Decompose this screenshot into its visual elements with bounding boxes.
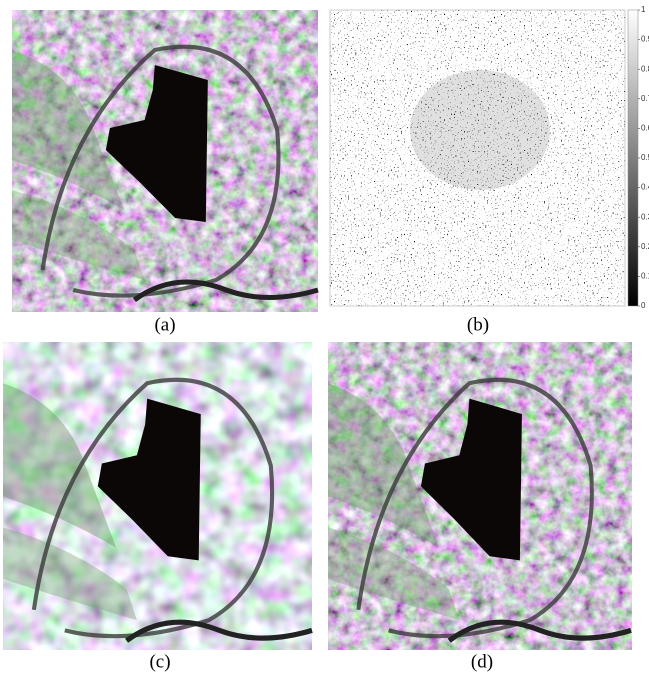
colorbar-tick-label: 1 bbox=[641, 5, 646, 14]
panel-c-image bbox=[3, 342, 312, 650]
colorbar bbox=[628, 10, 638, 306]
panel-label: (d) bbox=[471, 651, 493, 672]
colorbar-tick-label: 0.3 bbox=[641, 212, 649, 221]
colorbar-tick-label: 0.8 bbox=[641, 64, 649, 73]
panel-label: (c) bbox=[149, 651, 170, 672]
colorbar-ticks: 0 0.1 0.2 0.3 0.4 0.5 0.6 0.7 0.8 0.9 1 bbox=[638, 5, 649, 310]
figure: 0 0.1 0.2 0.3 0.4 0.5 0.6 0.7 0.8 0.9 1 (a) (b) (c… bbox=[0, 0, 649, 675]
colorbar-tick-label: 0.9 bbox=[641, 35, 649, 44]
colorbar-tick-label: 0.4 bbox=[641, 183, 649, 192]
panel-label: (a) bbox=[154, 314, 175, 335]
panel-a-image bbox=[12, 10, 318, 312]
colorbar-tick-label: 0.1 bbox=[641, 272, 649, 281]
colorbar-tick-label: 0.7 bbox=[641, 94, 649, 103]
colorbar-tick-label: 0 bbox=[641, 301, 646, 310]
dense-region bbox=[410, 70, 550, 190]
panel-b-image bbox=[330, 10, 625, 306]
panel-label: (b) bbox=[467, 314, 489, 335]
colorbar-tick-label: 0.2 bbox=[641, 242, 649, 251]
colorbar-tick-label: 0.5 bbox=[641, 153, 649, 162]
colorbar-tick-label: 0.6 bbox=[641, 124, 649, 133]
figure-svg: 0 0.1 0.2 0.3 0.4 0.5 0.6 0.7 0.8 0.9 1 (a) (b) (c… bbox=[0, 0, 649, 675]
panel-d-image bbox=[328, 342, 632, 650]
